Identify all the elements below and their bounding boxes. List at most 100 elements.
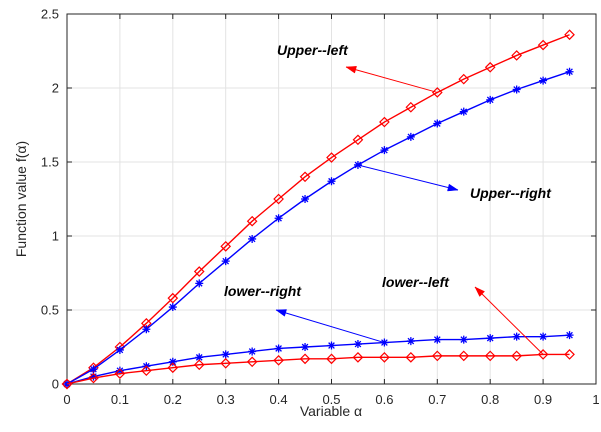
data-point — [405, 101, 417, 113]
x-axis-label: Variable α — [300, 403, 362, 419]
data-point — [115, 345, 124, 354]
data-point — [327, 341, 336, 350]
series-line — [66, 71, 570, 385]
data-point — [221, 257, 230, 266]
data-point — [352, 134, 364, 146]
data-point — [274, 344, 283, 353]
data-point — [61, 378, 73, 390]
data-point — [352, 352, 364, 363]
data-point — [221, 350, 230, 359]
annotation-arrows — [275, 66, 544, 355]
y-tick-label: 2.5 — [41, 7, 59, 22]
y-tick-label: 1.5 — [41, 155, 59, 170]
data-point — [539, 332, 548, 341]
series-upper-right — [63, 67, 574, 388]
data-point — [458, 73, 470, 85]
x-tick-label: 1 — [592, 392, 599, 407]
data-point — [299, 353, 311, 365]
data-point — [326, 353, 337, 365]
grid — [67, 14, 596, 384]
data-point — [301, 343, 310, 351]
data-point — [512, 85, 521, 94]
data-point — [459, 335, 468, 344]
data-point — [564, 349, 575, 360]
data-point — [193, 359, 205, 371]
data-point — [195, 353, 204, 362]
data-point — [246, 215, 258, 227]
data-point — [168, 303, 177, 312]
data-point — [248, 234, 257, 243]
data-point — [512, 332, 521, 341]
series-line — [66, 334, 570, 385]
series-layer — [61, 29, 575, 390]
data-point — [511, 350, 522, 362]
data-point — [220, 241, 232, 252]
data-point — [141, 365, 152, 377]
y-tick-label: 1 — [52, 229, 59, 244]
x-tick-label: 0.3 — [217, 392, 235, 407]
x-tick-label: 0.4 — [270, 392, 288, 407]
y-tick-label: 0.5 — [41, 303, 59, 318]
data-point — [274, 214, 283, 223]
y-tick-label: 2 — [52, 81, 59, 96]
data-point — [299, 171, 311, 183]
x-tick-label: 0.2 — [164, 392, 182, 407]
data-point — [195, 279, 204, 288]
data-point — [406, 132, 415, 141]
x-tick-label: 0.1 — [111, 392, 129, 407]
data-point — [327, 177, 336, 186]
annotation-arrow — [474, 286, 544, 355]
y-tick-label: 0 — [52, 377, 59, 392]
data-point — [433, 119, 442, 128]
x-tick-label: 0 — [63, 392, 70, 407]
data-point — [273, 354, 284, 366]
series-lower-left — [61, 349, 575, 390]
data-point — [114, 368, 126, 379]
data-point — [193, 266, 205, 277]
x-tick-label: 0.8 — [481, 392, 499, 407]
data-point — [301, 195, 310, 203]
annotation-lower-right: lower--right — [224, 283, 302, 299]
data-point — [537, 39, 549, 51]
data-point — [431, 350, 443, 362]
data-point — [486, 95, 495, 104]
data-point — [379, 116, 390, 128]
x-tick-label: 0.5 — [322, 392, 340, 407]
annotation-arrow — [275, 309, 385, 344]
x-tick-label: 0.6 — [375, 392, 393, 407]
data-point — [511, 50, 522, 61]
data-point — [405, 352, 417, 363]
data-point — [353, 340, 362, 349]
data-point — [380, 146, 389, 155]
data-point — [379, 352, 390, 363]
data-point — [167, 292, 179, 304]
data-point — [484, 350, 496, 362]
data-point — [433, 335, 442, 344]
data-point — [458, 350, 470, 362]
annotation-arrow — [357, 164, 459, 192]
annotation-upper-left: Upper--left — [277, 42, 349, 58]
data-point — [406, 337, 415, 346]
data-point — [273, 193, 284, 205]
data-point — [565, 331, 574, 340]
data-point — [539, 76, 548, 85]
data-point — [168, 357, 177, 366]
data-point — [246, 356, 258, 368]
series-line — [66, 34, 570, 385]
data-point — [167, 362, 179, 374]
data-point — [89, 365, 98, 374]
y-axis-label: Function value f(α) — [13, 141, 29, 257]
data-point — [486, 334, 495, 343]
data-point — [431, 87, 443, 98]
data-point — [326, 152, 337, 163]
data-point — [115, 366, 124, 375]
data-point — [564, 29, 575, 41]
data-point — [565, 67, 574, 76]
data-point — [484, 61, 496, 73]
annotation-arrow — [345, 66, 438, 93]
data-point — [89, 372, 98, 381]
x-tick-label: 0.9 — [534, 392, 552, 407]
data-point — [220, 357, 232, 369]
data-point — [88, 372, 99, 384]
